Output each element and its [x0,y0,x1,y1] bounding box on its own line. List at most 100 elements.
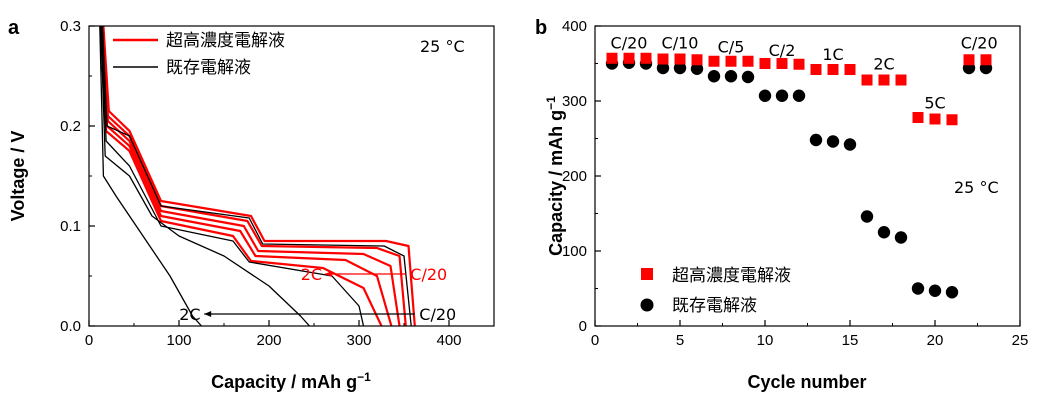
high-conc-capacity-point [759,58,771,69]
panel-a-y-tick-label: 0.3 [60,18,81,35]
high-conc-capacity-point [742,55,754,67]
panel-b-y-tick-label: 400 [562,18,587,35]
conventional-capacity-point [877,226,891,239]
panel-a-x-tick-label: 300 [346,332,371,349]
panel-a-y-tick-label: 0.2 [60,118,81,135]
conventional-capacity-point [707,70,721,83]
panel-a-rate-annotation: 2C [179,305,200,324]
panel-a-voltage-chart: a 0 100 200 300 4000.00.10.20.3C/202CC/202C … [8,17,495,392]
panel-a-temperature: 25 °C [420,37,465,56]
legend-label-high-conc: 超高濃度電解液 [166,31,285,51]
panel-b-y-tick-label: 300 [562,93,587,110]
panel-b-capacity-chart: b C/20 C/10 C/5 C/2 1C 2C 5C C/20 0 5 10 15 20 25 0 100… [535,17,1028,392]
conventional-capacity-point [673,61,687,75]
conventional-capacity-point [741,70,755,84]
panel-a-plot-area [99,26,416,326]
legend-label-high-conc-b: 超高濃度電解液 [672,266,791,286]
high-conc-capacity-point [946,114,958,126]
high-conc-capacity-point [929,113,941,125]
panel-b-legend: 超高濃度電解液 既存電解液 [640,266,791,316]
panel-b-x-tick-label: 10 [757,332,774,349]
high-conc-capacity-point [810,64,822,75]
panel-a-ticks: 0 100 200 300 400 0.0 0.1 0.2 0.3 C/20 2C C/20 2C [60,18,461,349]
high-conc-capacity-point [912,112,924,123]
high-conc-capacity-point [827,64,839,75]
conventional-capacity-point [775,89,789,102]
high-conc-capacity-point [861,74,873,86]
conventional-capacity-point [894,231,908,244]
high-conc-capacity-point [895,74,907,86]
panel-b-rate-label: C/2 [769,41,796,60]
panel-b-y-tick-label: 0 [579,318,587,335]
panel-a-x-axis-title: Capacity / mAh g−1 [211,370,371,392]
panel-b-rate-label: 2C [873,55,894,74]
high-conc-capacity-point [708,55,720,67]
red-arrow-head [324,271,332,277]
panel-a-x-tick-label: 200 [256,332,281,349]
panel-b-x-tick-label: 20 [927,332,944,349]
high-conc-capacity-point [623,52,635,64]
high-conc-capacity-point [980,54,992,66]
black-arrow-head [204,311,212,317]
voltage-curve-red-1 [101,26,407,326]
panel-b-x-tick-label: 15 [842,332,859,349]
panel-a-rate-annotation: 2C [301,265,322,284]
conventional-capacity-point [826,135,840,148]
panel-a-legend: 超高濃度電解液 既存電解液 [113,31,285,78]
panel-b-x-tick-label: 25 [1012,332,1029,349]
panel-a-x-tick-label: 100 [166,332,191,349]
voltage-curve-red-3 [100,26,393,326]
conventional-capacity-point [656,61,670,75]
conventional-capacity-point [928,284,942,297]
high-conc-capacity-point [606,52,618,64]
high-conc-capacity-point [657,53,669,65]
panel-b-rate-label: 1C [822,45,843,64]
panel-a-label: a [8,17,20,39]
conventional-capacity-point [945,286,959,299]
panel-b-rate-label: C/20 [611,34,648,53]
panel-a-y-tick-label: 0.0 [60,318,81,335]
panel-a-y-axis-title: Voltage / V [8,131,28,222]
high-conc-capacity-point [640,52,652,64]
conventional-capacity-point [843,138,857,151]
high-conc-capacity-point [674,53,686,65]
legend-label-conventional-b: 既存電解液 [672,296,757,316]
high-conc-capacity-point [725,55,737,67]
high-conc-capacity-point [793,58,805,70]
high-conc-capacity-point [878,74,890,86]
voltage-curve-red-4 [99,26,383,326]
conventional-capacity-point [690,62,704,75]
panel-b-plot-area [605,52,993,299]
voltage-curve-red-0 [102,26,416,326]
legend-label-conventional: 既存電解液 [166,58,251,78]
panel-b-temperature: 25 °C [954,178,999,197]
panel-a-rate-annotation: C/20 [410,265,447,284]
panel-a-rate-annotation: C/20 [419,305,456,324]
panel-b-x-axis-title: Cycle number [747,372,866,392]
conventional-capacity-point [911,282,925,295]
conventional-capacity-point [792,89,806,102]
voltage-curve-black-8 [99,26,202,326]
panel-b-x-tick-label: 5 [676,332,684,349]
voltage-curve-red-2 [101,26,401,326]
panel-a-x-tick-label: 400 [436,332,461,349]
panel-b-y-tick-label: 200 [562,168,587,185]
panel-b-rate-label: C/5 [718,37,745,56]
panel-b-label: b [535,17,547,39]
panel-b-rate-label: C/10 [662,34,699,53]
legend-square-marker [641,268,653,280]
voltage-curve-black-7 [100,26,310,326]
voltage-curve-black-5 [101,26,412,326]
legend-circle-marker [640,298,654,312]
conventional-capacity-point [809,133,823,147]
high-conc-capacity-point [844,64,856,75]
high-conc-capacity-point [691,54,703,66]
high-conc-capacity-point [963,54,975,66]
high-conc-capacity-point [776,58,788,69]
panel-b-y-tick-label: 100 [562,243,587,260]
panel-b-x-tick-label: 0 [591,332,599,349]
panel-a-y-tick-label: 0.1 [60,218,81,235]
conventional-capacity-point [860,210,874,223]
voltage-curve-black-6 [100,26,365,326]
